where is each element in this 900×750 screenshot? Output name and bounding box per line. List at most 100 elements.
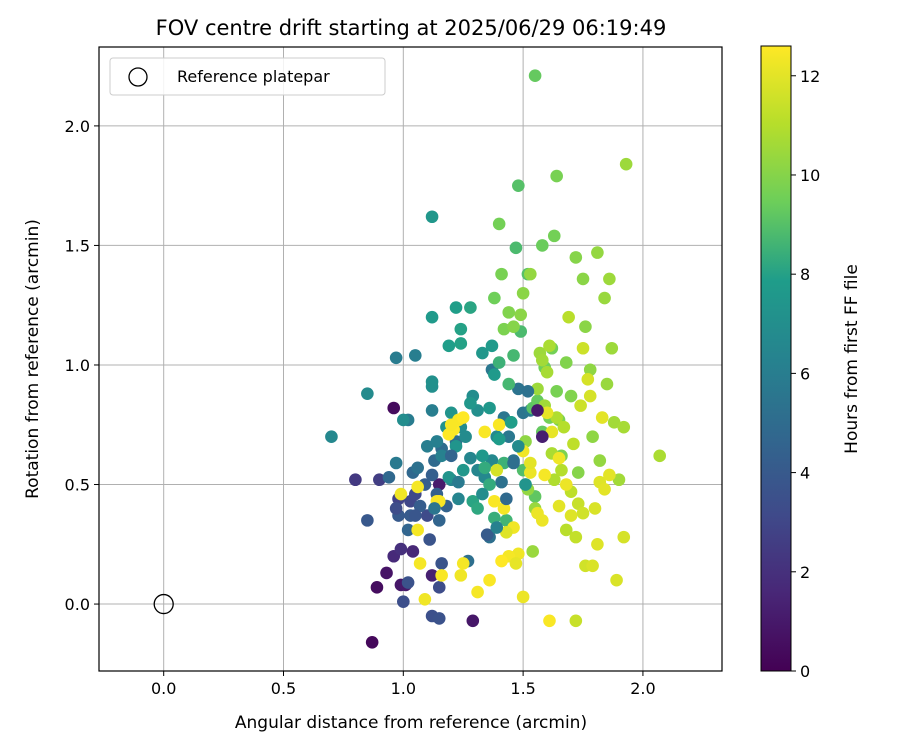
data-point [579, 320, 592, 334]
data-point [576, 341, 590, 355]
data-point [557, 420, 571, 434]
data-point [471, 502, 484, 515]
data-point [516, 286, 530, 300]
data-point [535, 353, 549, 367]
data-point [349, 473, 362, 487]
legend-marker [128, 67, 148, 87]
data-point [603, 272, 616, 286]
colorbar-tick-label: 4 [800, 464, 810, 483]
data-point [452, 475, 465, 489]
data-point [516, 590, 530, 604]
data-point [370, 581, 384, 594]
data-point [483, 401, 496, 415]
data-point [411, 461, 424, 475]
data-point [598, 482, 611, 496]
data-point [540, 365, 554, 379]
data-point [547, 229, 561, 243]
data-point [583, 363, 597, 377]
data-point [531, 382, 544, 396]
data-point [365, 636, 379, 649]
y-tick-label: 1.0 [65, 356, 90, 375]
data-point [519, 478, 532, 491]
data-point [401, 576, 415, 589]
data-point [449, 439, 463, 453]
data-point [617, 420, 631, 434]
data-point [507, 320, 520, 334]
colorbar: 0 2 4 6 8 10 12 Hours from first FF file [760, 45, 862, 681]
data-point [512, 179, 525, 192]
data-point [406, 545, 420, 558]
data-point [459, 430, 472, 444]
data-point [488, 291, 501, 305]
colorbar-tick-label: 10 [800, 166, 820, 185]
x-tick-label: 0.0 [151, 679, 176, 698]
data-point [480, 528, 494, 542]
y-axis-label: Rotation from reference (arcmin) [23, 219, 43, 499]
data-point [425, 375, 439, 389]
y-tick-label: 0.5 [65, 476, 90, 495]
data-point [524, 267, 537, 281]
data-point [497, 322, 511, 336]
data-point [574, 399, 587, 412]
data-point [598, 291, 611, 305]
data-point [373, 473, 386, 487]
data-point [507, 456, 520, 470]
data-point [552, 451, 566, 465]
data-point [325, 430, 338, 444]
data-point [488, 368, 501, 381]
data-point [490, 463, 504, 477]
data-point [540, 406, 554, 420]
data-point [583, 389, 597, 403]
data-point [397, 413, 410, 427]
data-point [483, 478, 496, 491]
data-point [586, 430, 599, 444]
data-point [521, 384, 535, 398]
data-point [428, 502, 441, 515]
data-point [607, 416, 621, 429]
data-point [512, 547, 525, 561]
data-point [485, 339, 499, 353]
data-point [500, 492, 513, 506]
data-point [425, 569, 439, 582]
data-point [559, 478, 573, 491]
data-point [550, 384, 563, 398]
data-point [361, 514, 374, 527]
data-point [531, 404, 544, 417]
data-point [394, 487, 408, 501]
data-point [413, 557, 427, 570]
x-tick-label: 1.0 [391, 679, 416, 698]
data-point [495, 554, 508, 568]
y-tick-label: 1.5 [65, 236, 90, 255]
legend-box [109, 57, 386, 96]
data-point [500, 526, 513, 539]
data-point [581, 373, 595, 386]
data-point [545, 425, 559, 439]
data-point [456, 463, 470, 477]
data-point [569, 614, 583, 628]
data-point [524, 466, 537, 479]
data-point [454, 322, 468, 336]
data-point [504, 416, 518, 429]
data-point [389, 456, 403, 470]
data-point [535, 514, 549, 527]
data-point [432, 514, 446, 527]
data-point [454, 337, 468, 350]
data-point [509, 241, 523, 255]
data-point [588, 502, 602, 515]
data-point [564, 389, 578, 403]
data-point [502, 377, 516, 391]
data-point [387, 401, 401, 415]
data-point [492, 432, 506, 446]
colorbar-tick-label: 0 [800, 662, 810, 681]
data-point [512, 382, 525, 396]
data-point [411, 480, 424, 494]
data-point [490, 521, 504, 534]
data-point [435, 449, 448, 463]
data-point [591, 537, 604, 551]
data-point [507, 349, 520, 362]
data-point [456, 411, 470, 424]
colorbar-tick-label: 8 [800, 265, 810, 284]
data-point [456, 557, 470, 570]
data-point [567, 437, 580, 451]
data-point [478, 461, 492, 475]
